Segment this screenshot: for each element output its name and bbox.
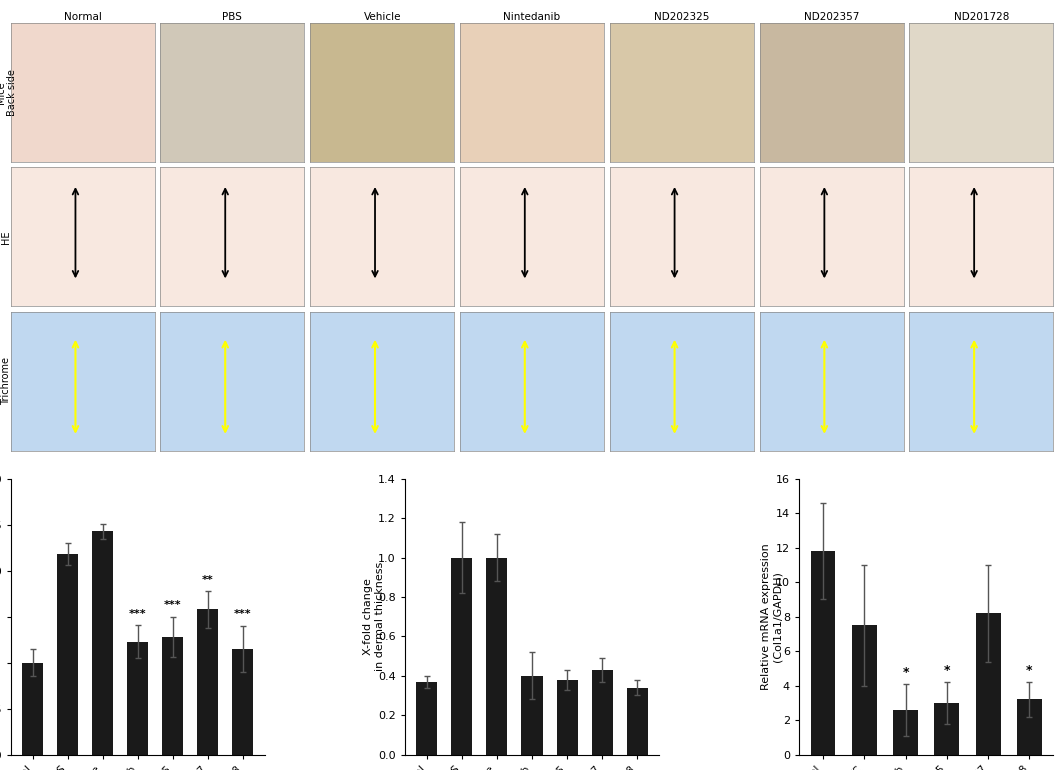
Bar [416, 681, 437, 755]
Bar [163, 637, 183, 755]
Text: **: ** [202, 574, 214, 584]
Bar [976, 613, 1000, 755]
Bar [811, 551, 835, 755]
Bar [22, 663, 44, 755]
Bar [852, 625, 877, 755]
Bar [592, 670, 613, 755]
Bar [627, 688, 648, 755]
Y-axis label: HE: HE [1, 230, 12, 243]
Bar [934, 703, 960, 755]
Title: Nintedanib: Nintedanib [503, 12, 561, 22]
Text: *: * [944, 664, 950, 677]
Y-axis label: Trichrome: Trichrome [1, 357, 12, 405]
Text: ***: *** [234, 609, 252, 619]
Title: PBS: PBS [222, 12, 243, 22]
Text: *: * [902, 666, 909, 678]
Bar [57, 554, 79, 755]
Y-axis label: Mice
Back side: Mice Back side [0, 69, 17, 116]
Bar [556, 680, 578, 755]
Bar [521, 676, 543, 755]
Bar [1017, 699, 1042, 755]
Bar [197, 609, 218, 755]
Bar [486, 557, 508, 755]
Title: Vehicle: Vehicle [364, 12, 401, 22]
Bar [893, 710, 918, 755]
Bar [232, 649, 253, 755]
Text: *: * [1026, 664, 1033, 677]
Bar [451, 557, 472, 755]
Text: ***: *** [164, 601, 182, 611]
Title: Normal: Normal [64, 12, 101, 22]
Y-axis label: Relative mRNA expression
(Col1a1/GAPDH): Relative mRNA expression (Col1a1/GAPDH) [761, 544, 782, 690]
Title: ND202357: ND202357 [804, 12, 860, 22]
Y-axis label: X-fold change
in dermal thickness: X-fold change in dermal thickness [363, 562, 385, 671]
Title: ND201728: ND201728 [953, 12, 1009, 22]
Text: ***: *** [129, 608, 147, 618]
Title: ND202325: ND202325 [654, 12, 710, 22]
Bar [93, 531, 113, 755]
Bar [128, 641, 148, 755]
